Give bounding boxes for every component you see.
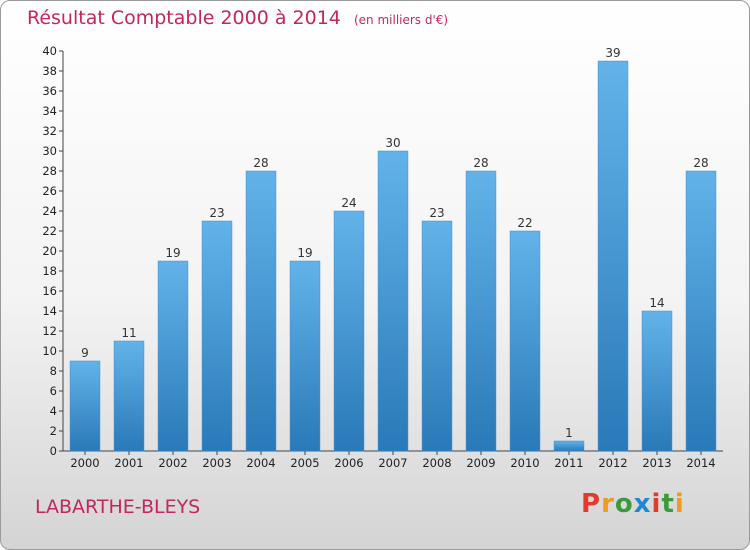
title-row: Résultat Comptable 2000 à 2014 (en milli… bbox=[27, 7, 448, 29]
x-tick-label-2000: 2000 bbox=[70, 456, 99, 470]
y-tick-label: 14 bbox=[42, 304, 57, 318]
data-label-2010: 22 bbox=[517, 216, 532, 230]
bar-2001 bbox=[113, 340, 145, 452]
x-axis: 2000 2001 2002 2003 2004 2005 2006 2007 2008 2009… bbox=[63, 450, 723, 470]
data-label-2011: 1 bbox=[565, 426, 573, 440]
x-tick-label-2008: 2008 bbox=[422, 456, 451, 470]
logo-letter: i bbox=[674, 489, 685, 519]
y-tick-label: 26 bbox=[42, 184, 57, 198]
bar-2002 bbox=[157, 260, 189, 452]
logo-letter: t bbox=[661, 489, 675, 519]
x-tick-label-2006: 2006 bbox=[334, 456, 363, 470]
data-label-2003: 23 bbox=[209, 206, 224, 220]
data-label-2014: 28 bbox=[693, 156, 708, 170]
x-tick-label-2002: 2002 bbox=[158, 456, 187, 470]
commune-name: LABARTHE-BLEYS bbox=[35, 496, 201, 518]
data-label-2000: 9 bbox=[81, 346, 89, 360]
data-label-2009: 28 bbox=[473, 156, 488, 170]
bar-2010 bbox=[509, 230, 541, 452]
data-label-2005: 19 bbox=[297, 246, 312, 260]
y-tick-label: 40 bbox=[42, 44, 57, 58]
y-tick-label: 30 bbox=[42, 144, 57, 158]
bars bbox=[69, 60, 717, 452]
y-tick-label: 4 bbox=[50, 404, 57, 418]
bar-2014 bbox=[685, 170, 717, 452]
logo-letter: r bbox=[601, 489, 615, 519]
y-tick-label: 18 bbox=[42, 264, 57, 278]
bar-2000 bbox=[69, 360, 101, 452]
data-label-2002: 19 bbox=[165, 246, 180, 260]
x-tick-label-2004: 2004 bbox=[246, 456, 275, 470]
y-tick-label: 6 bbox=[50, 384, 57, 398]
logo-letter: x bbox=[633, 489, 652, 519]
chart-title: Résultat Comptable 2000 à 2014 bbox=[27, 7, 341, 29]
data-label-2007: 30 bbox=[385, 136, 400, 150]
logo-letter: P bbox=[581, 489, 602, 519]
bar-2008 bbox=[421, 220, 453, 452]
y-tick-label: 8 bbox=[50, 364, 57, 378]
bar-2006 bbox=[333, 210, 365, 452]
logo-letter: i bbox=[651, 489, 662, 519]
x-tick-label-2013: 2013 bbox=[642, 456, 671, 470]
bar-2004 bbox=[245, 170, 277, 452]
x-tick-label-2014: 2014 bbox=[686, 456, 715, 470]
x-tick-label-2005: 2005 bbox=[290, 456, 319, 470]
x-tick-label-2012: 2012 bbox=[598, 456, 627, 470]
data-label-2012: 39 bbox=[605, 46, 620, 60]
x-tick-label-2010: 2010 bbox=[510, 456, 539, 470]
data-label-2001: 11 bbox=[121, 326, 136, 340]
x-tick-label-2007: 2007 bbox=[378, 456, 407, 470]
data-labels: 9 11 19 23 28 19 24 30 23 28 22 1 39 14 28 bbox=[81, 46, 708, 440]
y-tick-label: 32 bbox=[42, 124, 57, 138]
bar-2009 bbox=[465, 170, 497, 452]
y-tick-label: 16 bbox=[42, 284, 57, 298]
y-tick-label: 22 bbox=[42, 224, 57, 238]
bar-2011 bbox=[553, 440, 585, 452]
proxiti-logo[interactable]: Proxiti bbox=[581, 489, 685, 519]
bar-2007 bbox=[377, 150, 409, 452]
y-tick-label: 28 bbox=[42, 164, 57, 178]
logo-letter: o bbox=[614, 489, 634, 519]
bar-2005 bbox=[289, 260, 321, 452]
x-tick-label-2003: 2003 bbox=[202, 456, 231, 470]
x-tick-label-2009: 2009 bbox=[466, 456, 495, 470]
y-tick-label: 2 bbox=[50, 424, 57, 438]
bar-2003 bbox=[201, 220, 233, 452]
x-tick-label-2011: 2011 bbox=[554, 456, 583, 470]
data-label-2008: 23 bbox=[429, 206, 444, 220]
y-tick-label: 36 bbox=[42, 84, 57, 98]
y-tick-label: 20 bbox=[42, 244, 57, 258]
bar-2013 bbox=[641, 310, 673, 452]
y-tick-label: 12 bbox=[42, 324, 57, 338]
y-tick-label: 0 bbox=[50, 444, 57, 458]
chart-subtitle: (en milliers d'€) bbox=[353, 13, 449, 27]
data-label-2004: 28 bbox=[253, 156, 268, 170]
data-label-2013: 14 bbox=[649, 296, 664, 310]
y-tick-label: 10 bbox=[42, 344, 57, 358]
y-tick-label: 38 bbox=[42, 64, 57, 78]
y-tick-label: 24 bbox=[42, 204, 57, 218]
x-tick-label-2001: 2001 bbox=[114, 456, 143, 470]
data-label-2006: 24 bbox=[341, 196, 356, 210]
y-tick-label: 34 bbox=[42, 104, 57, 118]
bar-2012 bbox=[597, 60, 629, 452]
